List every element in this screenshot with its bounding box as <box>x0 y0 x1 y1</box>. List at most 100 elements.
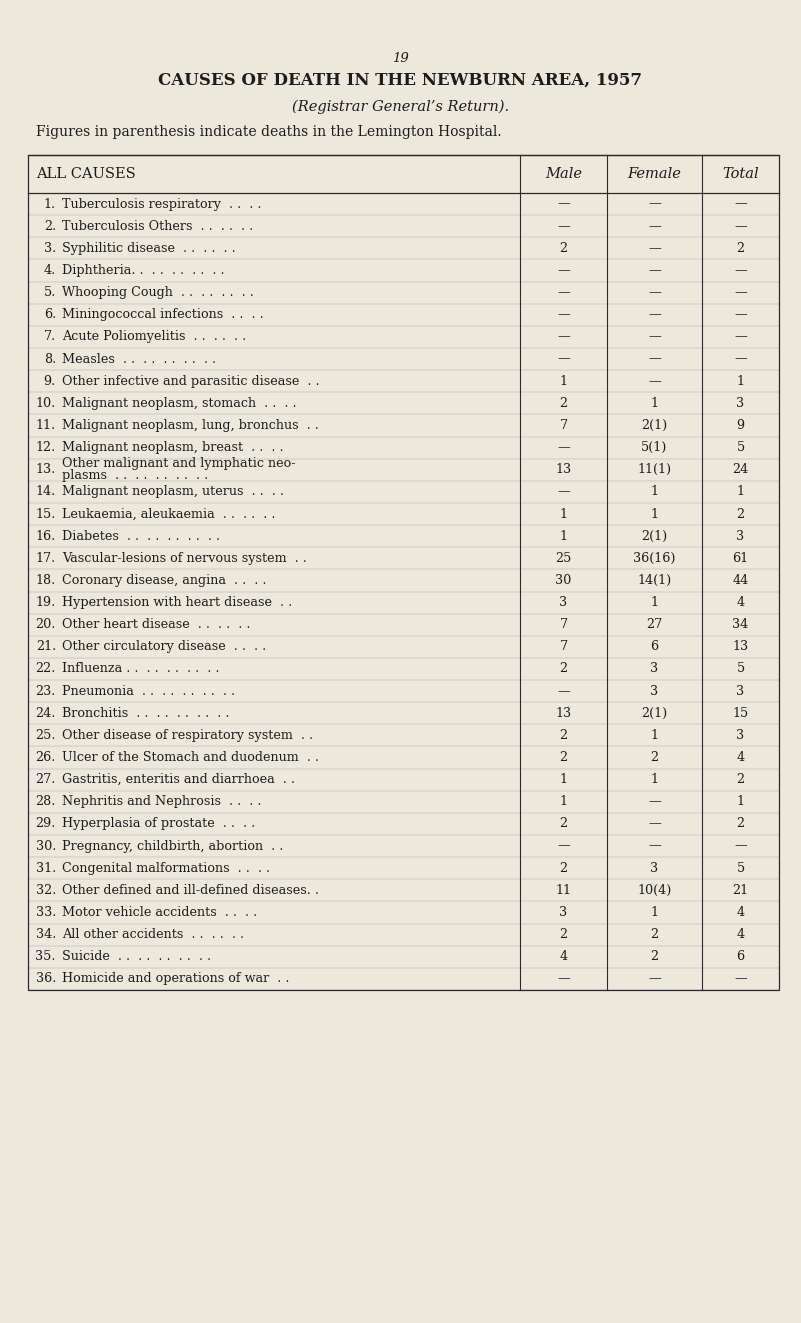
Text: 10(4): 10(4) <box>638 884 672 897</box>
Text: 14.: 14. <box>36 486 56 499</box>
Text: Influenza . .  . .  . .  . .  . .: Influenza . . . . . . . . . . <box>62 663 219 676</box>
Text: —: — <box>648 242 661 255</box>
Text: Malignant neoplasm, stomach  . .  . .: Malignant neoplasm, stomach . . . . <box>62 397 296 410</box>
Text: —: — <box>648 286 661 299</box>
Text: Gastritis, enteritis and diarrhoea  . .: Gastritis, enteritis and diarrhoea . . <box>62 773 295 786</box>
Text: 36(16): 36(16) <box>634 552 676 565</box>
Text: Congenital malformations  . .  . .: Congenital malformations . . . . <box>62 861 270 875</box>
Text: —: — <box>648 374 661 388</box>
Text: 1: 1 <box>560 795 567 808</box>
Text: (Registrar General’s Return).: (Registrar General’s Return). <box>292 101 509 114</box>
Text: 6: 6 <box>650 640 658 654</box>
Text: —: — <box>557 286 570 299</box>
Text: 3: 3 <box>736 684 745 697</box>
Text: 1: 1 <box>650 729 658 742</box>
Text: 35.: 35. <box>35 950 56 963</box>
Text: Other defined and ill-defined diseases. .: Other defined and ill-defined diseases. … <box>62 884 319 897</box>
Text: plasms  . .  . .  . .  . .  . .: plasms . . . . . . . . . . <box>62 470 208 482</box>
Text: ALL CAUSES: ALL CAUSES <box>36 167 135 181</box>
Text: Leukaemia, aleukaemia  . .  . .  . .: Leukaemia, aleukaemia . . . . . . <box>62 508 276 520</box>
Text: Acute Poliomyelitis  . .  . .  . .: Acute Poliomyelitis . . . . . . <box>62 331 246 344</box>
Text: —: — <box>648 220 661 233</box>
Text: 2: 2 <box>736 508 745 520</box>
Text: 13: 13 <box>732 640 749 654</box>
Text: 9.: 9. <box>44 374 56 388</box>
Text: Figures in parenthesis indicate deaths in the Lemington Hospital.: Figures in parenthesis indicate deaths i… <box>36 124 501 139</box>
Text: 2(1): 2(1) <box>642 706 667 720</box>
Text: 2: 2 <box>559 818 568 831</box>
Text: 2(1): 2(1) <box>642 529 667 542</box>
Text: —: — <box>557 441 570 454</box>
Text: 20.: 20. <box>35 618 56 631</box>
Bar <box>28 155 779 990</box>
Text: Ulcer of the Stomach and duodenum  . .: Ulcer of the Stomach and duodenum . . <box>62 751 319 765</box>
Text: 1: 1 <box>560 529 567 542</box>
Text: —: — <box>648 197 661 210</box>
Text: Other infective and parasitic disease  . .: Other infective and parasitic disease . … <box>62 374 320 388</box>
Text: 32.: 32. <box>35 884 56 897</box>
Text: 6: 6 <box>736 950 745 963</box>
Text: Hypertension with heart disease  . .: Hypertension with heart disease . . <box>62 597 292 609</box>
Text: —: — <box>557 352 570 365</box>
Text: 36.: 36. <box>35 972 56 986</box>
Text: 9: 9 <box>736 419 745 431</box>
Text: 2: 2 <box>650 751 658 765</box>
Text: —: — <box>735 308 747 321</box>
Text: 34.: 34. <box>35 929 56 941</box>
Text: 3: 3 <box>559 906 568 919</box>
Text: —: — <box>735 220 747 233</box>
Text: 1: 1 <box>560 374 567 388</box>
Text: 13: 13 <box>555 706 572 720</box>
Text: 27: 27 <box>646 618 662 631</box>
Text: 2: 2 <box>736 242 745 255</box>
Text: Pneumonia  . .  . .  . .  . .  . .: Pneumonia . . . . . . . . . . <box>62 684 235 697</box>
Text: 2: 2 <box>559 397 568 410</box>
Text: 1: 1 <box>650 508 658 520</box>
Text: 17.: 17. <box>36 552 56 565</box>
Text: 29.: 29. <box>35 818 56 831</box>
Text: 12.: 12. <box>36 441 56 454</box>
Text: 2.: 2. <box>44 220 56 233</box>
Text: 1.: 1. <box>44 197 56 210</box>
Text: 33.: 33. <box>35 906 56 919</box>
Text: Malignant neoplasm, lung, bronchus  . .: Malignant neoplasm, lung, bronchus . . <box>62 419 319 431</box>
Text: 1: 1 <box>560 773 567 786</box>
Text: CAUSES OF DEATH IN THE NEWBURN AREA, 1957: CAUSES OF DEATH IN THE NEWBURN AREA, 195… <box>159 71 642 89</box>
Text: 11: 11 <box>556 884 571 897</box>
Text: Syphilitic disease  . .  . .  . .: Syphilitic disease . . . . . . <box>62 242 235 255</box>
Text: 24.: 24. <box>35 706 56 720</box>
Text: 34: 34 <box>732 618 749 631</box>
Text: 7: 7 <box>559 618 568 631</box>
Text: Malignant neoplasm, uterus  . .  . .: Malignant neoplasm, uterus . . . . <box>62 486 284 499</box>
Text: 44: 44 <box>732 574 749 587</box>
Text: 30: 30 <box>555 574 572 587</box>
Text: 1: 1 <box>736 486 744 499</box>
Text: 28.: 28. <box>35 795 56 808</box>
Text: Homicide and operations of war  . .: Homicide and operations of war . . <box>62 972 289 986</box>
Text: 6.: 6. <box>44 308 56 321</box>
Text: 3: 3 <box>736 397 745 410</box>
Text: —: — <box>557 486 570 499</box>
Text: Tuberculosis respiratory  . .  . .: Tuberculosis respiratory . . . . <box>62 197 261 210</box>
Text: 2: 2 <box>736 773 745 786</box>
Text: Measles  . .  . .  . .  . .  . .: Measles . . . . . . . . . . <box>62 352 216 365</box>
Text: 7: 7 <box>559 419 568 431</box>
Text: 22.: 22. <box>35 663 56 676</box>
Text: 13: 13 <box>555 463 572 476</box>
Text: 2: 2 <box>650 950 658 963</box>
Text: —: — <box>648 818 661 831</box>
Text: Coronary disease, angina  . .  . .: Coronary disease, angina . . . . <box>62 574 267 587</box>
Text: Other circulatory disease  . .  . .: Other circulatory disease . . . . <box>62 640 266 654</box>
Text: —: — <box>557 840 570 852</box>
Text: 3: 3 <box>650 861 658 875</box>
Text: 4: 4 <box>736 597 745 609</box>
Text: 4: 4 <box>736 929 745 941</box>
Text: Vascular-lesions of nervous system  . .: Vascular-lesions of nervous system . . <box>62 552 307 565</box>
Text: 2: 2 <box>559 751 568 765</box>
Text: 2: 2 <box>559 929 568 941</box>
Text: —: — <box>648 840 661 852</box>
Text: 1: 1 <box>736 795 744 808</box>
Text: 19.: 19. <box>36 597 56 609</box>
Text: —: — <box>735 331 747 344</box>
Text: Male: Male <box>545 167 582 181</box>
